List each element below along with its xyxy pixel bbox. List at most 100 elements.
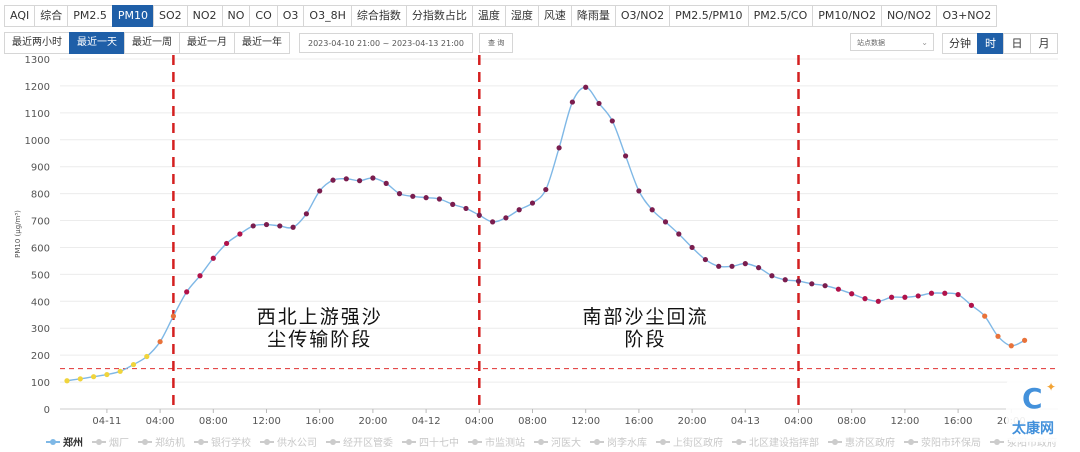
- data-point: [809, 281, 815, 287]
- legend-item-0[interactable]: 郑州: [46, 434, 83, 449]
- data-point: [583, 84, 589, 90]
- tab-17[interactable]: PM2.5/PM10: [669, 5, 749, 27]
- x-tick-label: 04-12: [412, 416, 441, 427]
- tab-4[interactable]: SO2: [152, 5, 188, 27]
- station-select[interactable]: 站点数据 ⌄: [850, 33, 934, 51]
- tab-9[interactable]: O3_8H: [303, 5, 352, 27]
- tab-12[interactable]: 温度: [471, 5, 506, 27]
- legend-item-5[interactable]: 经开区管委: [326, 434, 393, 449]
- legend-item-10[interactable]: 上街区政府: [656, 434, 723, 449]
- x-tick-label: 12:00: [890, 416, 919, 427]
- tab-14[interactable]: 风速: [537, 5, 572, 27]
- legend-item-3[interactable]: 银行学校: [194, 434, 251, 449]
- tab-20[interactable]: NO/NO2: [880, 5, 938, 27]
- y-tick-label: 500: [31, 270, 50, 281]
- data-point: [849, 291, 855, 297]
- data-point: [835, 286, 842, 292]
- legend-item-11[interactable]: 北区建设指挥部: [732, 434, 819, 449]
- data-point: [357, 178, 363, 184]
- granularity-button-3[interactable]: 月: [1030, 33, 1058, 54]
- tab-2[interactable]: PM2.5: [67, 5, 113, 27]
- data-point: [968, 302, 975, 308]
- query-button[interactable]: 查 询: [479, 33, 514, 53]
- x-tick-label: 16:00: [305, 416, 334, 427]
- data-point: [902, 294, 908, 300]
- data-point: [596, 100, 602, 107]
- tab-21[interactable]: O3+NO2: [936, 5, 998, 27]
- data-point: [822, 283, 828, 289]
- y-axis-label: PM10 (μg/m³): [14, 210, 22, 258]
- legend-label: 供水公司: [277, 438, 317, 449]
- legend-label: 河医大: [551, 438, 581, 449]
- tab-18[interactable]: PM2.5/CO: [747, 5, 814, 27]
- data-point: [436, 196, 442, 202]
- tab-19[interactable]: PM10/NO2: [812, 5, 882, 27]
- legend-item-2[interactable]: 郑纺机: [138, 434, 185, 449]
- data-point: [490, 219, 496, 225]
- legend-marker-icon: [590, 438, 604, 445]
- data-point: [330, 177, 336, 183]
- data-point: [1008, 343, 1014, 349]
- data-point: [689, 244, 695, 251]
- data-point: [463, 205, 469, 212]
- legend-item-12[interactable]: 惠济区政府: [828, 434, 895, 449]
- legend-marker-icon: [92, 438, 106, 445]
- data-point: [662, 219, 669, 225]
- tab-1[interactable]: 综合: [34, 5, 69, 27]
- x-tick-label: 08:00: [199, 416, 228, 427]
- x-tick-label: 12:00: [571, 416, 600, 427]
- data-point: [64, 378, 70, 384]
- sparkle-icon: ✦: [1046, 380, 1057, 394]
- data-point: [130, 361, 137, 368]
- data-point: [343, 176, 349, 182]
- data-point: [263, 221, 270, 228]
- tab-3[interactable]: PM10: [111, 5, 154, 27]
- date-range-input[interactable]: 2023-04-10 21:00 ~ 2023-04-13 21:00: [299, 33, 473, 53]
- legend-label: 岗李水库: [607, 438, 647, 449]
- data-point: [237, 231, 243, 237]
- data-point: [889, 294, 895, 300]
- series-line: [66, 86, 1025, 382]
- stage-annotation: 西北上游强沙: [257, 306, 383, 328]
- tab-13[interactable]: 湿度: [504, 5, 539, 27]
- legend-marker-icon: [46, 438, 60, 445]
- data-point: [423, 195, 429, 201]
- x-tick-label: 12:00: [252, 416, 281, 427]
- legend-label: 郑州: [63, 438, 83, 449]
- tab-15[interactable]: 降雨量: [570, 5, 616, 27]
- y-tick-label: 300: [31, 324, 50, 335]
- x-tick-label: 04:00: [465, 416, 494, 427]
- data-point: [290, 224, 296, 230]
- legend-label: 银行学校: [211, 438, 251, 449]
- data-point: [503, 215, 509, 221]
- x-tick-label: 20:00: [678, 416, 707, 427]
- data-point: [649, 207, 655, 213]
- range-button-4[interactable]: 最近一年: [234, 32, 290, 54]
- range-buttons: 最近两小时 最近一天 最近一周 最近一月 最近一年: [4, 32, 290, 54]
- data-point: [702, 256, 709, 263]
- legend-label: 北区建设指挥部: [749, 438, 819, 449]
- y-tick-label: 600: [31, 243, 50, 254]
- data-point: [955, 291, 961, 298]
- legend-label: 惠济区政府: [845, 438, 895, 449]
- y-tick-label: 900: [31, 163, 50, 174]
- legend-item-14[interactable]: 荥阳市政府: [990, 434, 1057, 449]
- legend-item-1[interactable]: 烟厂: [92, 434, 129, 449]
- tab-10[interactable]: 综合指数: [350, 5, 407, 27]
- legend-item-4[interactable]: 供水公司: [260, 434, 317, 449]
- legend-item-8[interactable]: 河医大: [534, 434, 581, 449]
- tab-11[interactable]: 分指数占比: [405, 5, 473, 27]
- tab-5[interactable]: NO2: [186, 5, 223, 27]
- site-watermark: C ✦ 太康网: [1006, 378, 1074, 442]
- legend-item-7[interactable]: 市监测站: [468, 434, 525, 449]
- data-point: [77, 376, 83, 382]
- legend-item-9[interactable]: 岗李水库: [590, 434, 647, 449]
- legend-item-6[interactable]: 四十七中: [402, 434, 459, 449]
- data-point: [383, 180, 389, 186]
- pollutant-tabs: AQI 综合 PM2.5 PM10 SO2 NO2 NO CO O3 O3_8H 综合指数 分指数占比…: [4, 5, 998, 27]
- y-tick-label: 1100: [25, 109, 50, 120]
- data-point: [636, 188, 642, 194]
- legend-label: 四十七中: [419, 438, 459, 449]
- legend-item-13[interactable]: 荥阳市环保局: [904, 434, 981, 449]
- legend-label: 市监测站: [485, 438, 525, 449]
